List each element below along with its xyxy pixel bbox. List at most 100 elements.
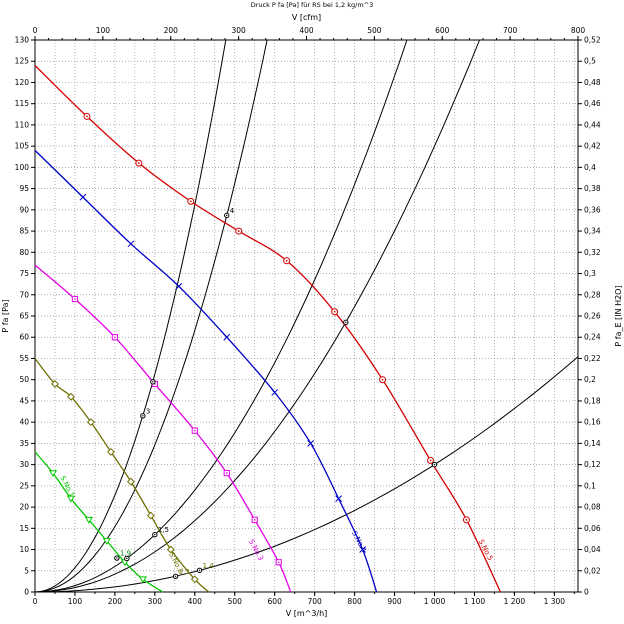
labeled-point-dot-center [116,557,118,559]
tick-label: 400 [188,597,203,606]
tick-label: 0 [24,588,29,597]
diamond-marker [146,511,155,520]
square-marker-dot [253,519,256,521]
tick-label: 1 200 [504,597,526,606]
tick-label: 20 [19,503,29,512]
tick-label: 800 [571,26,586,35]
tick-label: 0,52 [584,36,601,45]
top-axis-title: V [cfm] [291,13,322,22]
tick-label: 0,16 [584,418,601,427]
square-marker-dot [277,561,280,564]
system-curve-d [34,39,480,593]
operating-point-dot-center [152,381,154,383]
fan-curve-S.No.5 [34,65,501,593]
tick-label: 100 [96,26,111,35]
tick-label: 25 [19,481,29,490]
tick-label: 900 [387,597,402,606]
tick-label: 700 [307,597,322,606]
system-curve-e [34,356,579,593]
x-marker [127,240,135,248]
tick-label: 10 [19,545,29,554]
triangle-marker [48,470,58,478]
curve-name-label: S.No.5 [477,538,495,562]
triangle-marker [84,516,94,524]
diamond-marker [51,380,59,388]
tick-label: 90 [19,205,29,214]
tick-label: 0 [33,26,38,35]
labeled-point-dot-center [154,533,156,536]
point-label: 3 [146,407,150,415]
system-curve-b [34,39,268,593]
triangle-marker [138,576,147,584]
system-curve-c [34,39,408,593]
tick-label: 300 [231,26,246,35]
circle-marker-dot [86,115,88,118]
tick-label: 0 [584,588,589,597]
tick-label: 0,4 [584,163,596,172]
operating-point-dot-center [433,463,436,466]
tick-label: 100 [68,597,83,606]
tick-label: 800 [347,597,362,606]
tick-label: 0,06 [584,524,601,533]
tick-label: 1 100 [464,597,486,606]
curve-name-label: S.No.1 [58,475,76,499]
tick-label: 0,32 [584,248,601,257]
chart-title: Druck P fa [Pa] für RS bei 1,2 kg/m^3 [250,1,374,9]
tick-label: 130 [15,36,30,45]
square-marker-dot [193,429,196,432]
tick-label: 0,2 [584,375,596,384]
tick-label: 0,08 [584,503,601,512]
curve-name-label: S.No.4 [350,530,368,554]
tick-label: 0,46 [584,99,601,108]
tick-label: 85 [19,227,29,236]
curve-name-label: S.No.2 [167,551,185,575]
tick-label: 35 [19,439,29,448]
tick-label: 100 [15,163,30,172]
tick-label: 0,48 [584,78,601,87]
diamond-marker [126,477,135,486]
bottom-axis-title: V [m^3/h] [285,609,328,618]
circle-marker-dot [333,310,336,313]
labeled-point-dot-center [142,415,144,417]
circle-marker-dot [381,378,384,381]
tick-label: 0,38 [584,184,601,193]
tick-label: 30 [19,460,29,469]
x-marker [335,495,342,502]
operating-point-dot-center [345,321,347,324]
circle-marker-dot [137,162,140,165]
circle-marker-dot [285,259,288,262]
tick-label: 0,14 [584,439,601,448]
tick-label: 40 [19,418,29,427]
tick-label: 120 [15,78,30,87]
x-marker [175,282,183,290]
x-marker [271,389,279,396]
diamond-marker [166,545,175,554]
tick-label: 1 300 [544,597,566,606]
operating-point-dot-center [126,557,128,560]
tick-label: 0,44 [584,120,601,129]
x-marker [79,193,87,201]
tick-label: 600 [268,597,283,606]
labeled-point-dot-center [174,575,177,577]
point-label: 1,3 [179,568,190,576]
tick-label: 1 000 [424,597,446,606]
tick-label: 65 [19,312,29,321]
tick-label: 70 [19,290,29,299]
triangle-marker [102,538,111,546]
tick-label: 45 [19,396,29,405]
square-marker-dot [114,336,116,339]
diamond-marker [67,392,75,401]
curve-name-label: S.No.3 [247,538,265,562]
tick-label: 0,1 [584,481,596,490]
system-curve-a [34,39,227,593]
tick-label: 0,36 [584,205,601,214]
x-marker [307,440,315,447]
diamond-marker [87,418,95,427]
tick-label: 500 [367,26,382,35]
tick-label: 105 [15,142,30,151]
tick-label: 80 [19,248,29,257]
labeled-point-dot-center [198,569,201,572]
tick-label: 200 [164,26,179,35]
